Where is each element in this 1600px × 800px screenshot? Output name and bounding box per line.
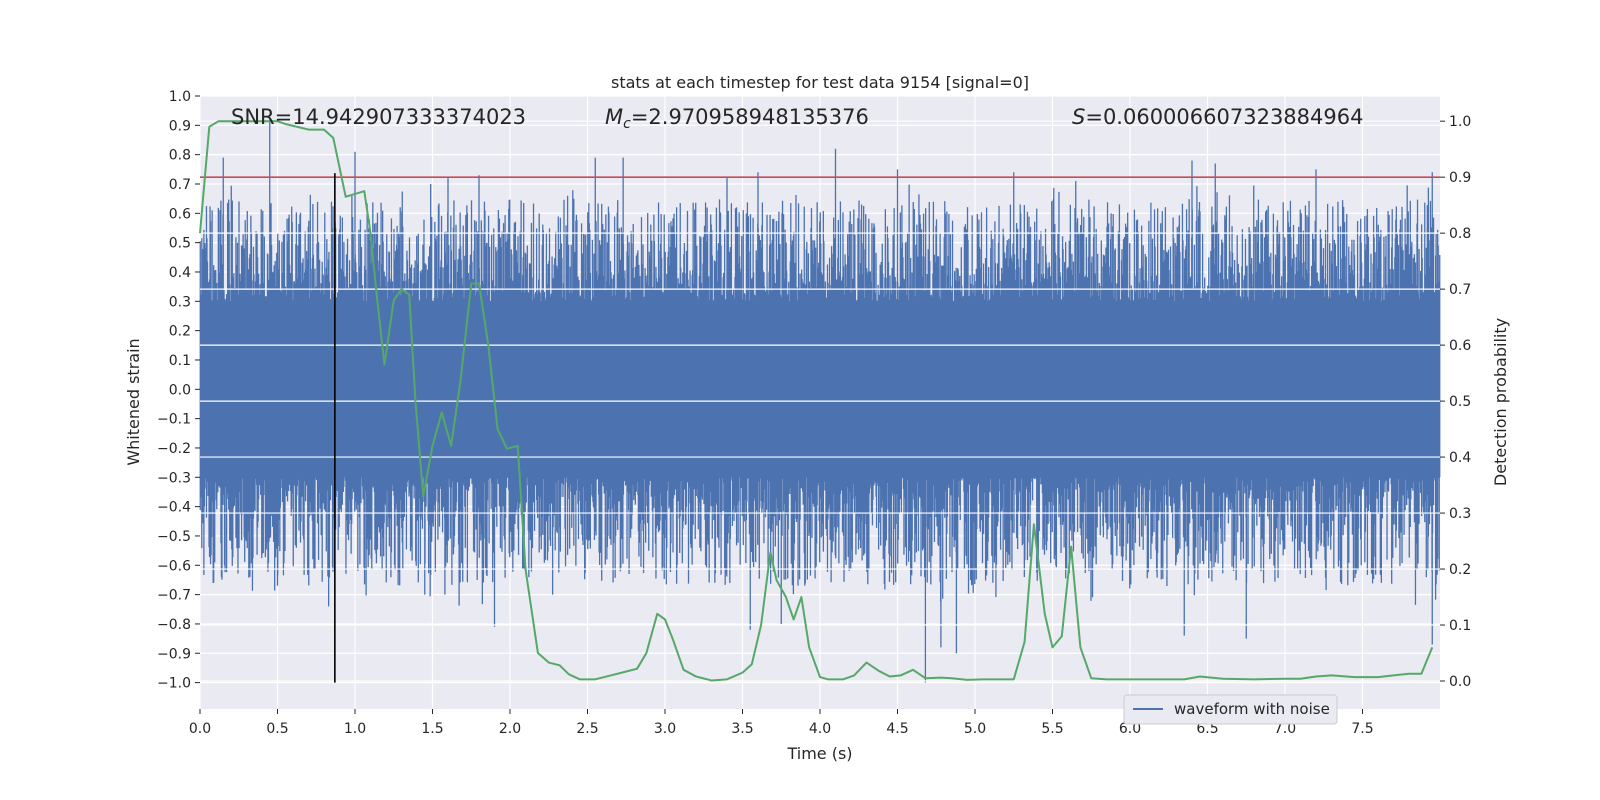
y-tick-label-left: 0.3 xyxy=(169,294,191,310)
y-tick-label-right: 0.3 xyxy=(1449,506,1471,522)
chart-title: stats at each timestep for test data 915… xyxy=(611,73,1029,92)
y-tick-label-right: 0.7 xyxy=(1449,282,1471,298)
y-tick-label-right: 0.5 xyxy=(1449,394,1471,410)
waveform-core xyxy=(200,301,1440,478)
y-tick-label-right: 0.9 xyxy=(1449,170,1471,186)
y-tick-label-left: 0.9 xyxy=(169,118,191,134)
x-tick-label: 7.5 xyxy=(1351,721,1373,737)
y-tick-label-right: 0.4 xyxy=(1449,450,1471,466)
detection-probability-line xyxy=(199,120,1434,682)
x-axis-label: Time (s) xyxy=(786,744,852,763)
y-tick-label-right: 0.1 xyxy=(1449,618,1471,634)
legend: waveform with noise xyxy=(1123,694,1338,725)
y-tick-label-left: −1.0 xyxy=(157,676,191,692)
x-tick-label: 1.5 xyxy=(421,721,443,737)
ticks: 0.0 0.5 1.0 1.5 2.0 2.5 3.0 3.5 4.0 4.5 5.0 5.5 6.0 6… xyxy=(157,89,1471,737)
x-tick-label: 1.0 xyxy=(344,721,366,737)
x-tick-label: 2.0 xyxy=(499,721,521,737)
x-tick-label: 6.0 xyxy=(1119,721,1141,737)
annotation-s: S=0.060006607323884964 xyxy=(1072,105,1363,129)
x-tick-label: 3.5 xyxy=(731,721,753,737)
overlays xyxy=(200,120,1440,683)
y-tick-label-left: 0.6 xyxy=(169,206,191,222)
legend-entry: waveform with noise xyxy=(1174,700,1330,718)
y-tick-label-right: 1.0 xyxy=(1449,114,1471,130)
waveform-series xyxy=(199,119,1441,683)
y-tick-label-left: −0.1 xyxy=(157,412,191,428)
y-tick-label-left: 0.4 xyxy=(169,265,191,281)
x-tick-label: 0.0 xyxy=(189,721,211,737)
y-tick-label-left: 0.5 xyxy=(169,236,191,252)
y-tick-label-right: 0.0 xyxy=(1449,674,1471,690)
y-axis-label-right: Detection probability xyxy=(1491,318,1510,486)
annotation-chirp-mass: Mc=2.970958948135376 xyxy=(605,105,869,132)
y-tick-label-left: 0.2 xyxy=(169,324,191,340)
x-tick-label: 5.0 xyxy=(964,721,986,737)
legend-box xyxy=(1123,694,1338,725)
y-tick-label-left: −0.5 xyxy=(157,529,191,545)
x-tick-label: 7.0 xyxy=(1274,721,1296,737)
y-tick-label-left: −0.3 xyxy=(157,470,191,486)
x-tick-label: 6.5 xyxy=(1196,721,1218,737)
y-tick-label-left: −0.4 xyxy=(157,500,191,516)
y-tick-label-left: −0.9 xyxy=(157,646,191,662)
x-tick-label: 4.5 xyxy=(886,721,908,737)
y-tick-label-left: −0.6 xyxy=(157,558,191,574)
y-tick-label-right: 0.2 xyxy=(1449,562,1471,578)
y-tick-label-right: 0.8 xyxy=(1449,226,1471,242)
y-axis-label-left: Whitened strain xyxy=(124,338,143,465)
x-tick-label: 4.0 xyxy=(809,721,831,737)
annotation-snr: SNR=14.942907333374023 xyxy=(231,105,526,129)
y-tick-label-left: −0.2 xyxy=(157,441,191,457)
detection-probability-series xyxy=(199,120,1434,682)
y-tick-label-left: 0.7 xyxy=(169,177,191,193)
x-tick-label: 5.5 xyxy=(1041,721,1063,737)
y-tick-label-left: 1.0 xyxy=(169,89,191,105)
y-tick-label-left: −0.7 xyxy=(157,588,191,604)
y-tick-label-left: 0.8 xyxy=(169,148,191,164)
y-tick-label-left: 0.0 xyxy=(169,382,191,398)
y-tick-label-left: 0.1 xyxy=(169,353,191,369)
y-tick-label-left: −0.8 xyxy=(157,617,191,633)
y-tick-label-right: 0.6 xyxy=(1449,338,1471,354)
x-tick-label: 3.0 xyxy=(654,721,676,737)
x-tick-label: 0.5 xyxy=(266,721,288,737)
x-tick-label: 2.5 xyxy=(576,721,598,737)
